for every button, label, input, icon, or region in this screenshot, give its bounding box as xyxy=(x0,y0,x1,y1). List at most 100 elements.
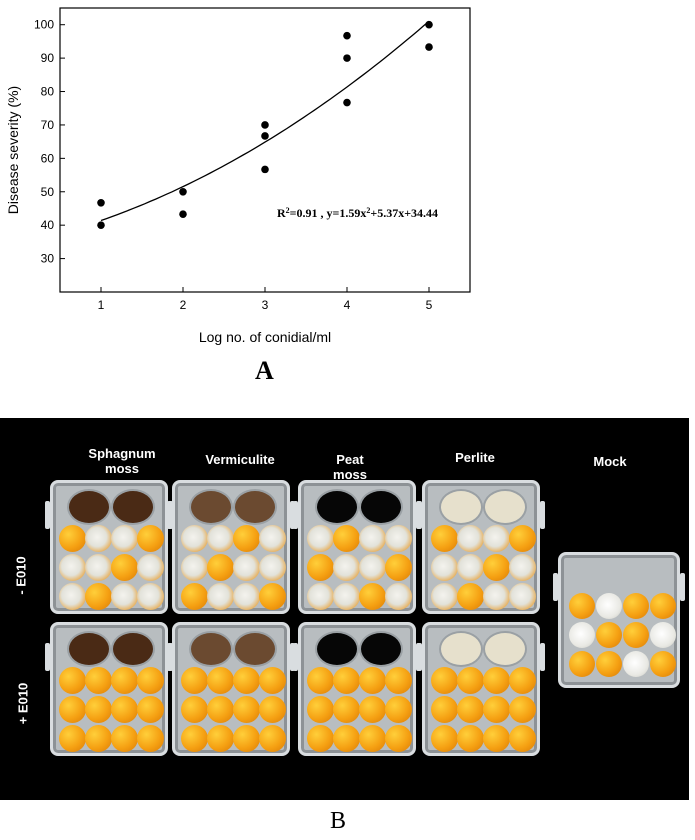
tray-peat-minus xyxy=(293,480,421,614)
fruit xyxy=(483,667,510,694)
fruit xyxy=(359,667,386,694)
fruit xyxy=(359,525,386,552)
chart-panel-a: 30 40 50 60 70 80 90 100 1 2 3 4 5 Disease severity… xyxy=(5,7,471,345)
fruit xyxy=(307,525,334,552)
fruit xyxy=(85,696,112,723)
data-point xyxy=(343,98,351,107)
y-tick-label: 60 xyxy=(41,151,55,165)
fruit xyxy=(509,696,536,723)
fruit xyxy=(385,667,412,694)
data-point xyxy=(425,20,433,29)
media-dish xyxy=(233,631,277,667)
fruit xyxy=(509,725,536,752)
fruit xyxy=(359,554,386,581)
fruit xyxy=(333,696,360,723)
fruit xyxy=(137,525,164,552)
column-label-sphagnum: Sphagnum moss xyxy=(88,446,156,476)
panel-label-b: B xyxy=(330,808,347,834)
fruit xyxy=(259,583,286,610)
fruit xyxy=(457,554,484,581)
fruit xyxy=(137,667,164,694)
fruit xyxy=(596,622,622,648)
fruit xyxy=(59,725,86,752)
fruit xyxy=(207,667,234,694)
y-tick-label: 80 xyxy=(41,85,55,99)
fruit xyxy=(431,696,458,723)
tray-perlite-minus xyxy=(417,480,545,614)
fruit xyxy=(111,696,138,723)
fruit xyxy=(233,667,260,694)
data-points xyxy=(97,20,433,229)
fruit xyxy=(596,593,622,619)
fruit xyxy=(233,725,260,752)
fruit xyxy=(181,525,208,552)
fruit xyxy=(431,525,458,552)
fruit xyxy=(569,593,595,619)
fruit xyxy=(307,667,334,694)
fruit xyxy=(59,554,86,581)
fruit xyxy=(483,554,510,581)
media-dish xyxy=(315,631,359,667)
data-point xyxy=(343,54,351,62)
fruit xyxy=(509,583,536,610)
fruit xyxy=(207,725,234,752)
fruit xyxy=(431,554,458,581)
y-axis: 30 40 50 60 70 80 90 100 xyxy=(34,18,65,266)
data-point xyxy=(97,221,105,229)
fruit xyxy=(509,554,536,581)
y-tick-label: 100 xyxy=(34,18,54,32)
fruit xyxy=(385,525,412,552)
media-dish xyxy=(359,489,403,525)
fruit xyxy=(431,667,458,694)
media-dish xyxy=(189,631,233,667)
fruit xyxy=(623,593,649,619)
column-label-mock: Mock xyxy=(593,454,627,469)
fruit xyxy=(259,667,286,694)
panel-label-a: A xyxy=(255,356,274,385)
fruit xyxy=(85,583,112,610)
tray-peat-plus xyxy=(293,622,421,756)
fruit xyxy=(59,696,86,723)
media-dish xyxy=(483,489,527,525)
annotation-prefix: R xyxy=(277,206,286,220)
fruit xyxy=(650,622,676,648)
fruit xyxy=(333,525,360,552)
y-tick-label: 50 xyxy=(41,185,55,199)
data-point xyxy=(179,187,187,196)
fruit xyxy=(307,696,334,723)
fruit xyxy=(259,554,286,581)
fruit xyxy=(137,583,164,610)
fruit xyxy=(207,696,234,723)
fruit xyxy=(59,525,86,552)
fruit xyxy=(457,525,484,552)
fruit xyxy=(431,583,458,610)
fruit xyxy=(259,525,286,552)
x-tick-label: 5 xyxy=(426,298,433,312)
fruit xyxy=(85,667,112,694)
plot-frame xyxy=(59,7,471,293)
fruit xyxy=(181,667,208,694)
column-label-vermiculite: Vermiculite xyxy=(205,452,275,467)
column-label-peat: Peat moss xyxy=(333,452,367,482)
row-label-plus-e010: + E010 xyxy=(15,682,31,725)
fruit xyxy=(333,725,360,752)
data-point xyxy=(179,210,187,218)
media-dish xyxy=(439,489,483,525)
media-dish xyxy=(111,489,155,525)
fruit xyxy=(385,554,412,581)
fruit xyxy=(385,725,412,752)
fruit xyxy=(111,554,138,581)
data-point xyxy=(261,132,269,140)
fruit xyxy=(233,696,260,723)
media-dish xyxy=(189,489,233,525)
fruit xyxy=(457,696,484,723)
fruit xyxy=(509,667,536,694)
fruit xyxy=(137,696,164,723)
fruit xyxy=(359,725,386,752)
annotation-mid: =0.91 , y=1.59x xyxy=(290,206,367,220)
fruit xyxy=(650,593,676,619)
fruit xyxy=(431,725,458,752)
fruit xyxy=(181,696,208,723)
fruit xyxy=(181,583,208,610)
y-tick-label: 40 xyxy=(41,218,55,232)
